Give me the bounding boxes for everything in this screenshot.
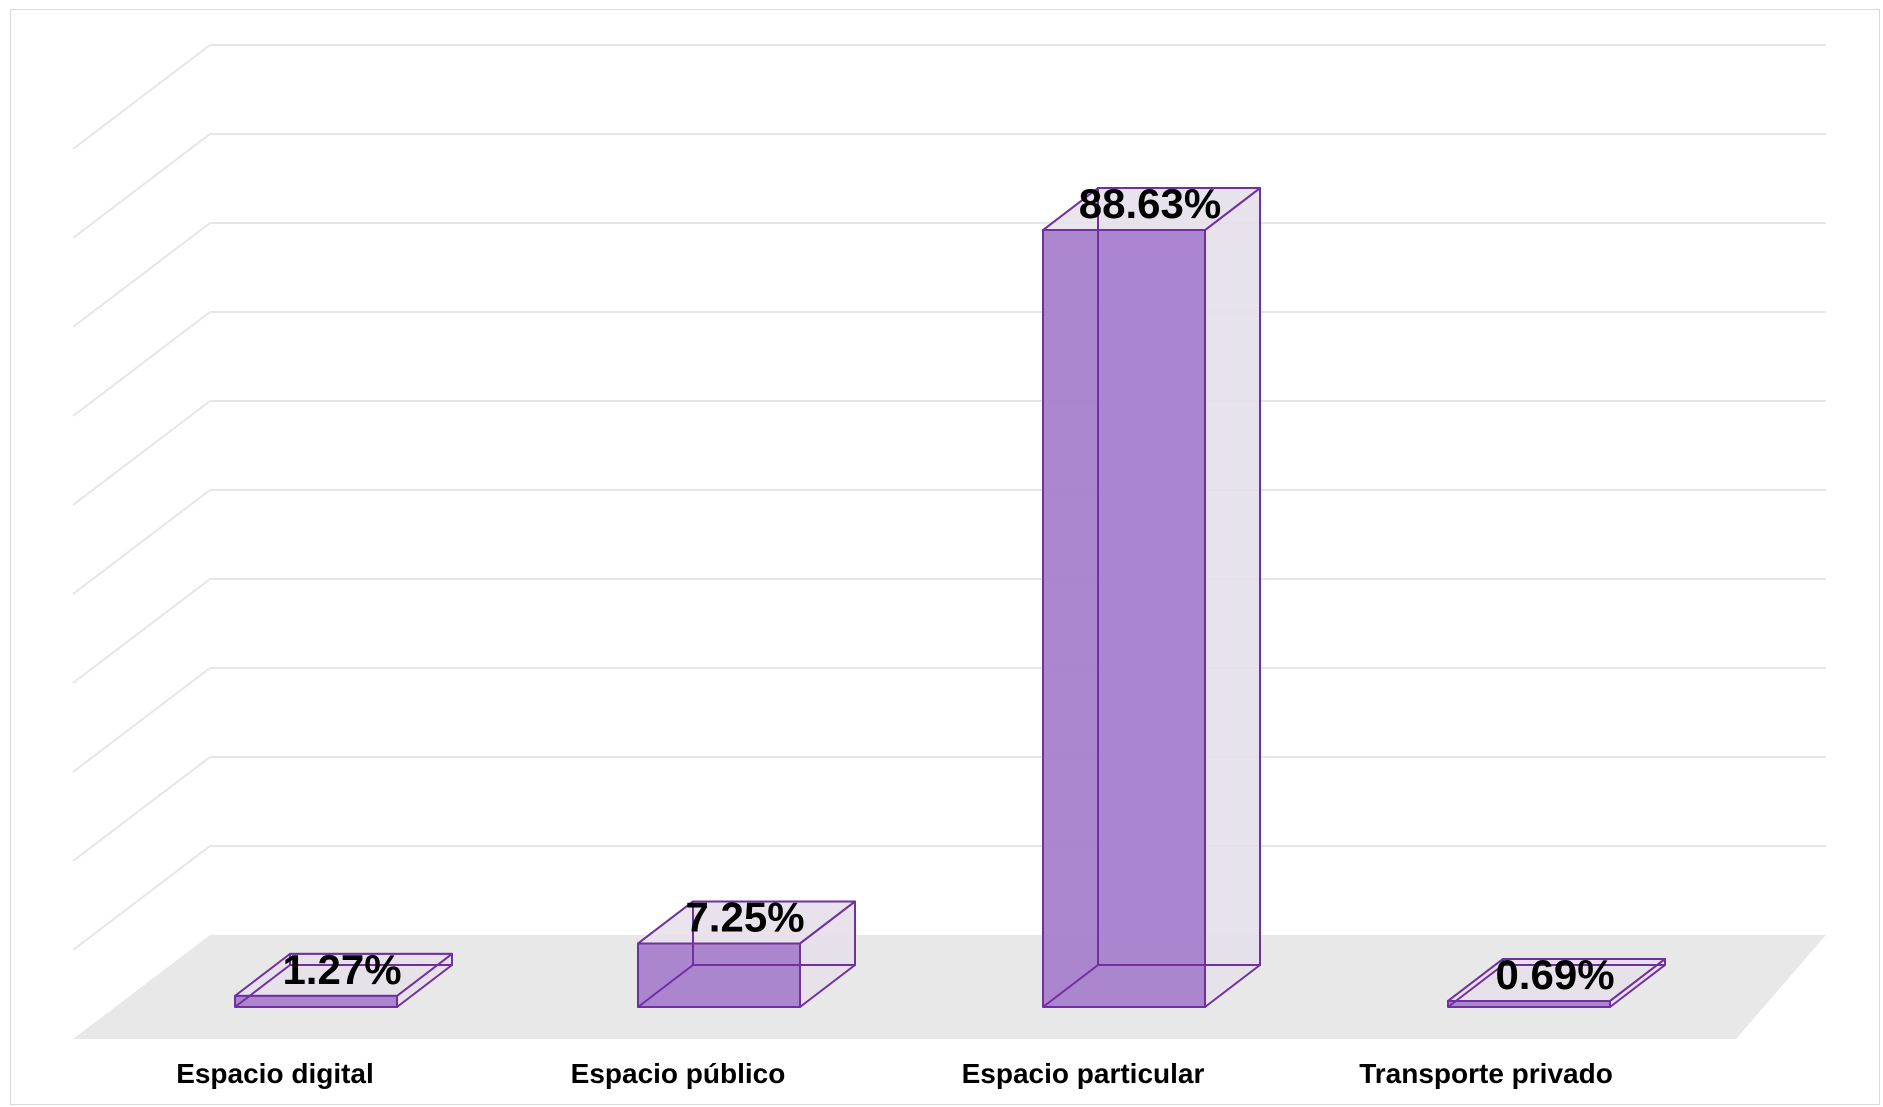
gridlines (72, 44, 1826, 951)
data-label: 1.27% (282, 946, 401, 993)
gridline-side (72, 756, 211, 862)
gridline-side (72, 222, 211, 328)
category-label: Espacio particular (962, 1058, 1205, 1089)
category-label: Espacio público (571, 1058, 786, 1089)
data-labels: 1.27% 7.25% 88.63% 0.69% (282, 180, 1614, 998)
category-labels: Espacio digital Espacio público Espacio pa… (176, 1058, 1613, 1089)
bar-front-face (1042, 229, 1206, 1009)
gridline-side (72, 311, 211, 417)
chart-floor (73, 935, 1826, 1039)
gridline-side (72, 845, 211, 951)
gridline-side (72, 667, 211, 773)
bar-front-face (637, 942, 801, 1008)
gridline-side (72, 400, 211, 506)
gridline-side (72, 44, 211, 150)
data-label: 88.63% (1079, 180, 1221, 227)
bar-back-edge (1042, 964, 1099, 1008)
bar (234, 952, 453, 1008)
bar (1447, 957, 1666, 1008)
data-label: 7.25% (685, 893, 804, 940)
gridline-side (72, 133, 211, 239)
bar-front-face (1447, 999, 1611, 1008)
bar (637, 900, 856, 1008)
bar-back-edge (234, 964, 291, 1008)
bars (234, 187, 1666, 1009)
bar (1042, 187, 1261, 1009)
bar-back-edge (637, 964, 694, 1008)
data-label: 0.69% (1495, 951, 1614, 998)
chart-frame (10, 9, 1880, 1105)
bar-back-edge (1447, 964, 1504, 1008)
gridline-side (72, 578, 211, 684)
category-label: Espacio digital (176, 1058, 374, 1089)
gridline-side (72, 489, 211, 595)
bar-side-face (1204, 187, 1261, 1008)
bar-front-face (234, 994, 398, 1008)
category-label: Transporte privado (1359, 1058, 1613, 1089)
